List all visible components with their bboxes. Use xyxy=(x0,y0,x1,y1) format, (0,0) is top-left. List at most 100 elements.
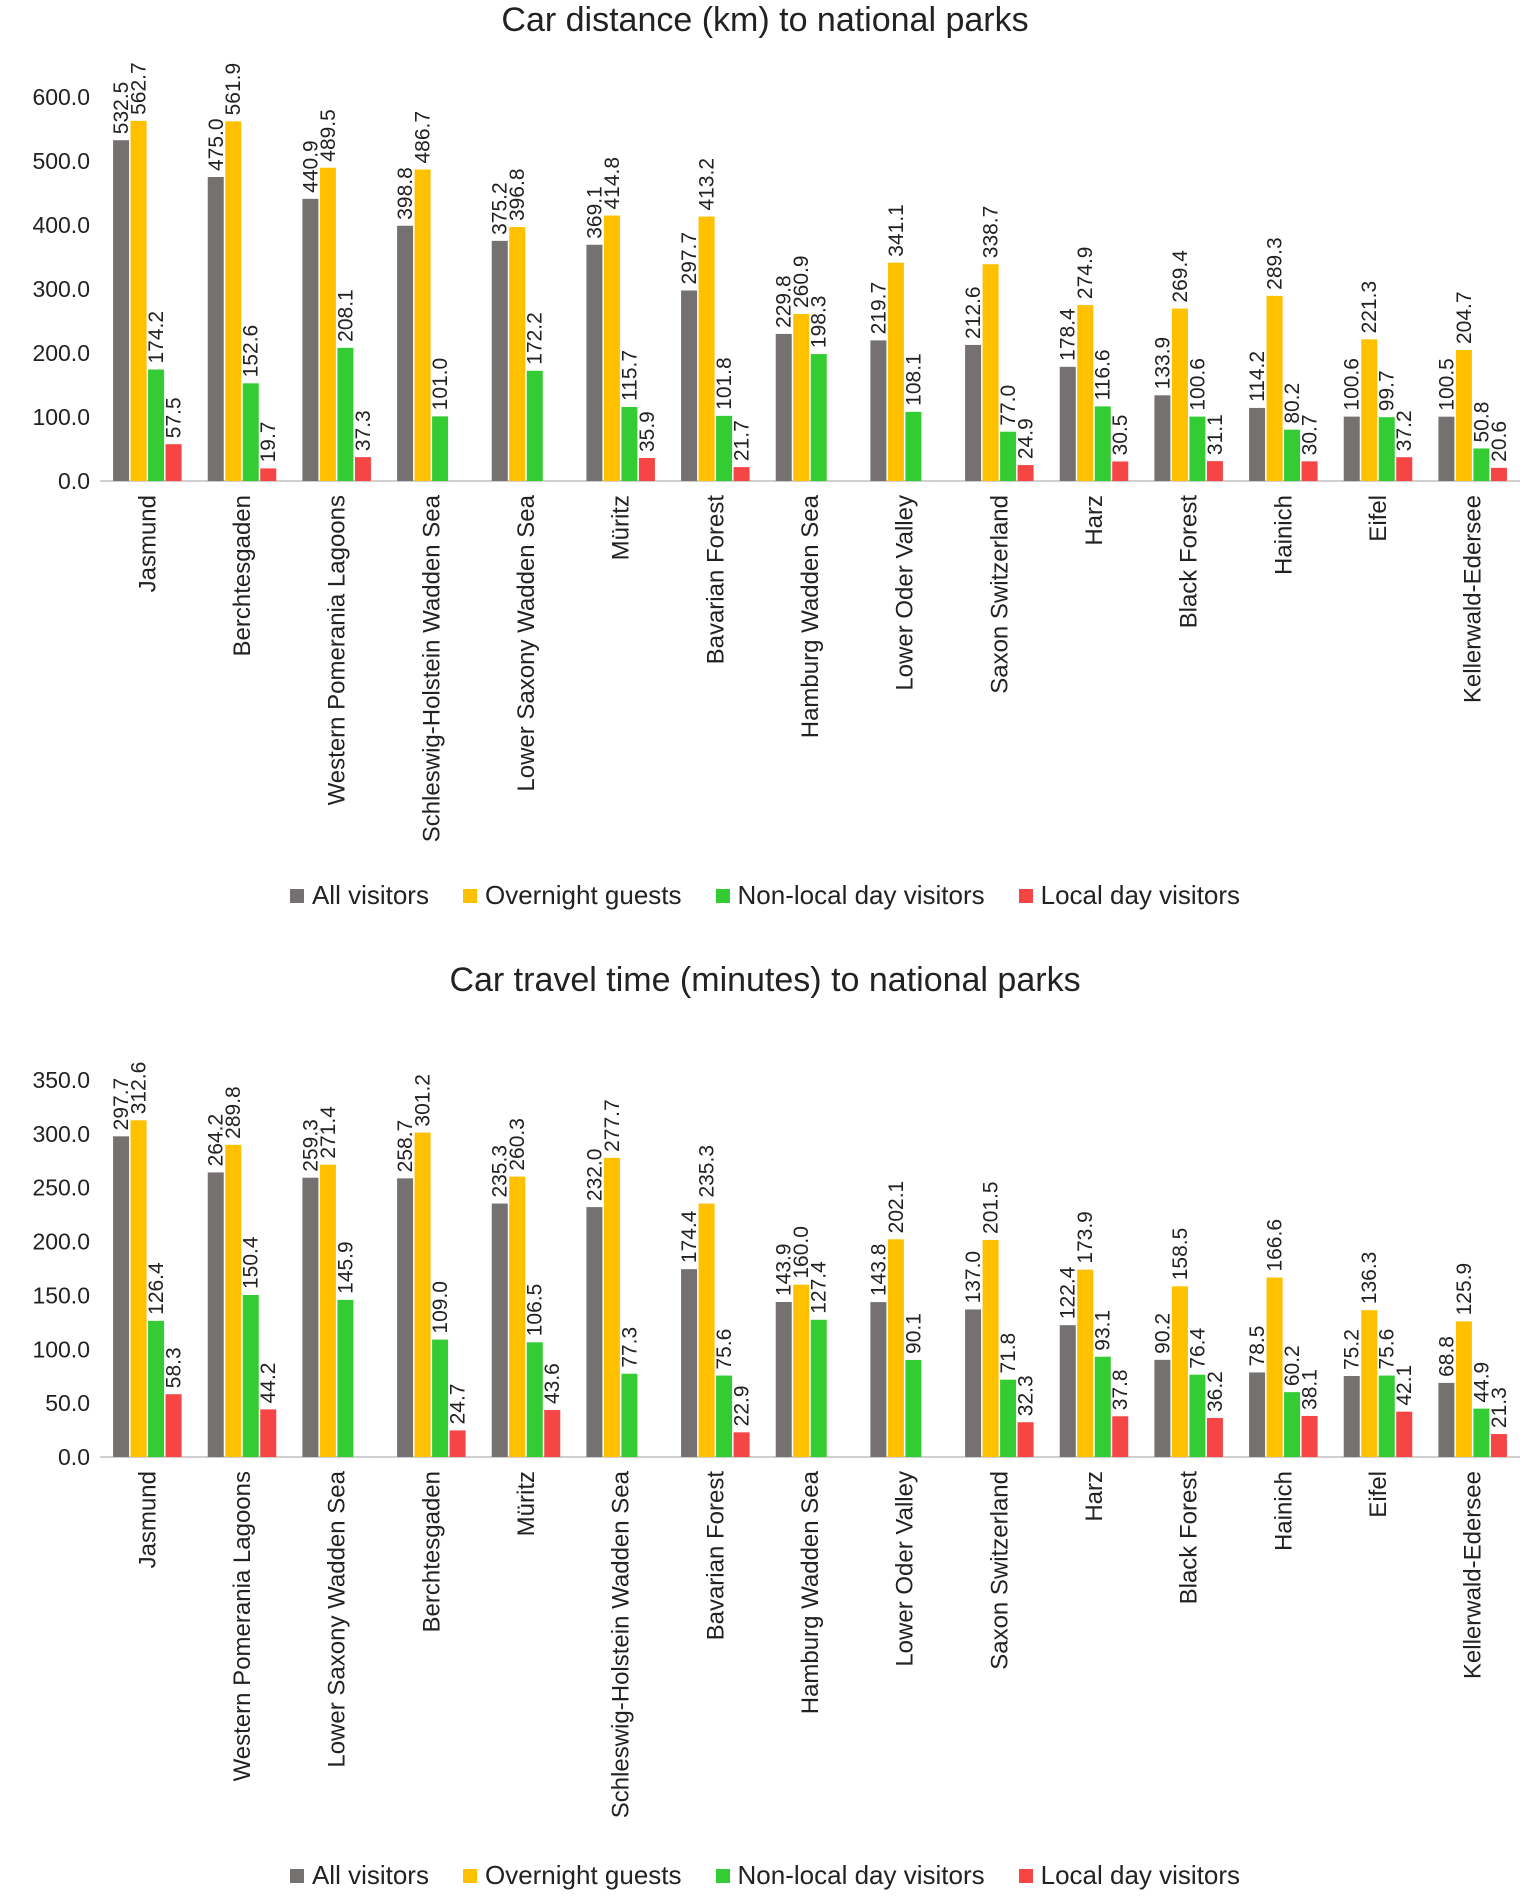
category-label: Eifel xyxy=(1365,1471,1392,1518)
data-label: 77.3 xyxy=(618,1327,641,1368)
data-label: 20.6 xyxy=(1488,421,1511,462)
bar-overnight-guests xyxy=(1266,1277,1283,1457)
bar-overnight-guests xyxy=(414,169,431,481)
bar-all-visitors xyxy=(681,1269,698,1457)
data-label: 160.0 xyxy=(790,1226,813,1279)
bar-overnight-guests xyxy=(509,227,526,481)
bar-local-day-visitors xyxy=(733,467,750,481)
bar-overnight-guests xyxy=(509,1176,526,1457)
bar-local-day-visitors xyxy=(1112,1416,1129,1457)
category-label: Bavarian Forest xyxy=(702,1471,729,1641)
bar-all-visitors xyxy=(870,340,887,481)
bar-all-visitors xyxy=(965,1309,982,1457)
data-label: 297.7 xyxy=(110,1078,133,1131)
bar-overnight-guests xyxy=(1077,1269,1094,1457)
data-label: 221.3 xyxy=(1358,281,1381,334)
bar-non-local-day-visitors xyxy=(1000,431,1017,481)
data-label: 269.4 xyxy=(1169,250,1192,303)
data-label: 44.9 xyxy=(1470,1362,1493,1403)
data-label: 289.8 xyxy=(222,1086,245,1139)
category-label: Berchtesgaden xyxy=(229,495,256,656)
data-label: 150.4 xyxy=(240,1236,263,1289)
bar-local-day-visitors xyxy=(354,457,371,481)
bar-non-local-day-visitors xyxy=(1473,448,1490,481)
data-label: 77.0 xyxy=(997,385,1020,426)
data-label: 369.1 xyxy=(583,186,606,239)
data-label: 274.9 xyxy=(1074,247,1097,300)
bar-overnight-guests xyxy=(887,1239,904,1457)
data-label: 158.5 xyxy=(1169,1228,1192,1281)
data-label: 44.2 xyxy=(257,1363,280,1404)
bar-non-local-day-visitors xyxy=(432,416,449,481)
data-label: 297.7 xyxy=(678,232,701,285)
bar-overnight-guests xyxy=(1455,1321,1472,1457)
bar-overnight-guests xyxy=(1171,308,1188,481)
bar-overnight-guests xyxy=(887,262,904,481)
bar-all-visitors xyxy=(302,1177,319,1457)
data-label: 68.8 xyxy=(1435,1336,1458,1377)
data-label: 396.8 xyxy=(506,168,529,221)
data-label: 35.9 xyxy=(636,411,659,452)
data-label: 289.3 xyxy=(1264,237,1287,290)
bar-non-local-day-visitors xyxy=(1189,1374,1206,1457)
data-label: 100.6 xyxy=(1341,358,1364,411)
bar-local-day-visitors xyxy=(1112,461,1129,481)
category-label: Kellerwald-Edersee xyxy=(1460,1471,1487,1679)
chart-title: Car distance (km) to national parks xyxy=(501,1,1029,39)
data-label: 31.1 xyxy=(1204,414,1227,455)
bar-local-day-visitors xyxy=(165,1394,182,1457)
bar-non-local-day-visitors xyxy=(621,406,638,481)
category-label: Black Forest xyxy=(1176,1471,1203,1605)
category-label: Western Pomerania Lagoons xyxy=(229,1471,256,1781)
data-label: 114.2 xyxy=(1246,351,1269,402)
bar-local-day-visitors xyxy=(1490,467,1507,481)
bar-non-local-day-visitors xyxy=(1189,416,1206,481)
data-label: 414.8 xyxy=(601,157,624,210)
data-label: 260.3 xyxy=(506,1118,529,1171)
legend-swatch xyxy=(289,888,304,903)
data-label: 100.6 xyxy=(1186,358,1209,411)
y-tick-label: 100.0 xyxy=(32,404,90,430)
bar-local-day-visitors xyxy=(1017,465,1034,481)
bar-non-local-day-visitors xyxy=(1094,1356,1111,1457)
data-label: 532.5 xyxy=(110,82,133,135)
data-label: 108.1 xyxy=(902,353,925,406)
bar-non-local-day-visitors xyxy=(716,415,733,481)
data-label: 71.8 xyxy=(997,1333,1020,1374)
bar-all-visitors xyxy=(1438,416,1455,481)
data-label: 312.6 xyxy=(128,1062,151,1115)
data-label: 178.4 xyxy=(1057,308,1080,361)
data-label: 116.6 xyxy=(1092,349,1115,400)
data-label: 208.1 xyxy=(334,289,357,342)
y-tick-label: 0.0 xyxy=(58,1444,90,1470)
bar-local-day-visitors xyxy=(260,468,277,481)
data-label: 115.7 xyxy=(618,350,641,401)
bar-non-local-day-visitors xyxy=(905,411,922,481)
legend-item: Overnight guests xyxy=(462,880,682,911)
data-label: 229.8 xyxy=(773,275,796,328)
bar-non-local-day-visitors xyxy=(1378,1375,1395,1457)
data-label: 143.8 xyxy=(867,1244,890,1297)
bar-overnight-guests xyxy=(698,216,715,481)
data-label: 174.4 xyxy=(678,1210,701,1263)
data-label: 109.0 xyxy=(429,1281,452,1334)
bar-non-local-day-visitors xyxy=(526,370,543,481)
data-label: 75.2 xyxy=(1341,1329,1364,1370)
bar-all-visitors xyxy=(1249,1372,1266,1457)
data-label: 19.7 xyxy=(257,422,280,463)
bar-non-local-day-visitors xyxy=(526,1342,543,1457)
data-label: 440.9 xyxy=(299,140,322,193)
bar-non-local-day-visitors xyxy=(621,1373,638,1457)
data-label: 212.6 xyxy=(962,286,985,339)
bar-all-visitors xyxy=(207,177,224,481)
data-label: 475.0 xyxy=(205,118,228,171)
category-label: Jasmund xyxy=(134,495,161,592)
data-label: 90.1 xyxy=(902,1313,925,1354)
category-label: Lower Saxony Wadden Sea xyxy=(513,494,540,791)
bar-overnight-guests xyxy=(1077,305,1094,481)
data-label: 57.5 xyxy=(163,397,186,438)
bar-all-visitors xyxy=(1343,1375,1360,1457)
data-label: 30.5 xyxy=(1109,415,1132,456)
legend-swatch xyxy=(1018,1868,1033,1883)
